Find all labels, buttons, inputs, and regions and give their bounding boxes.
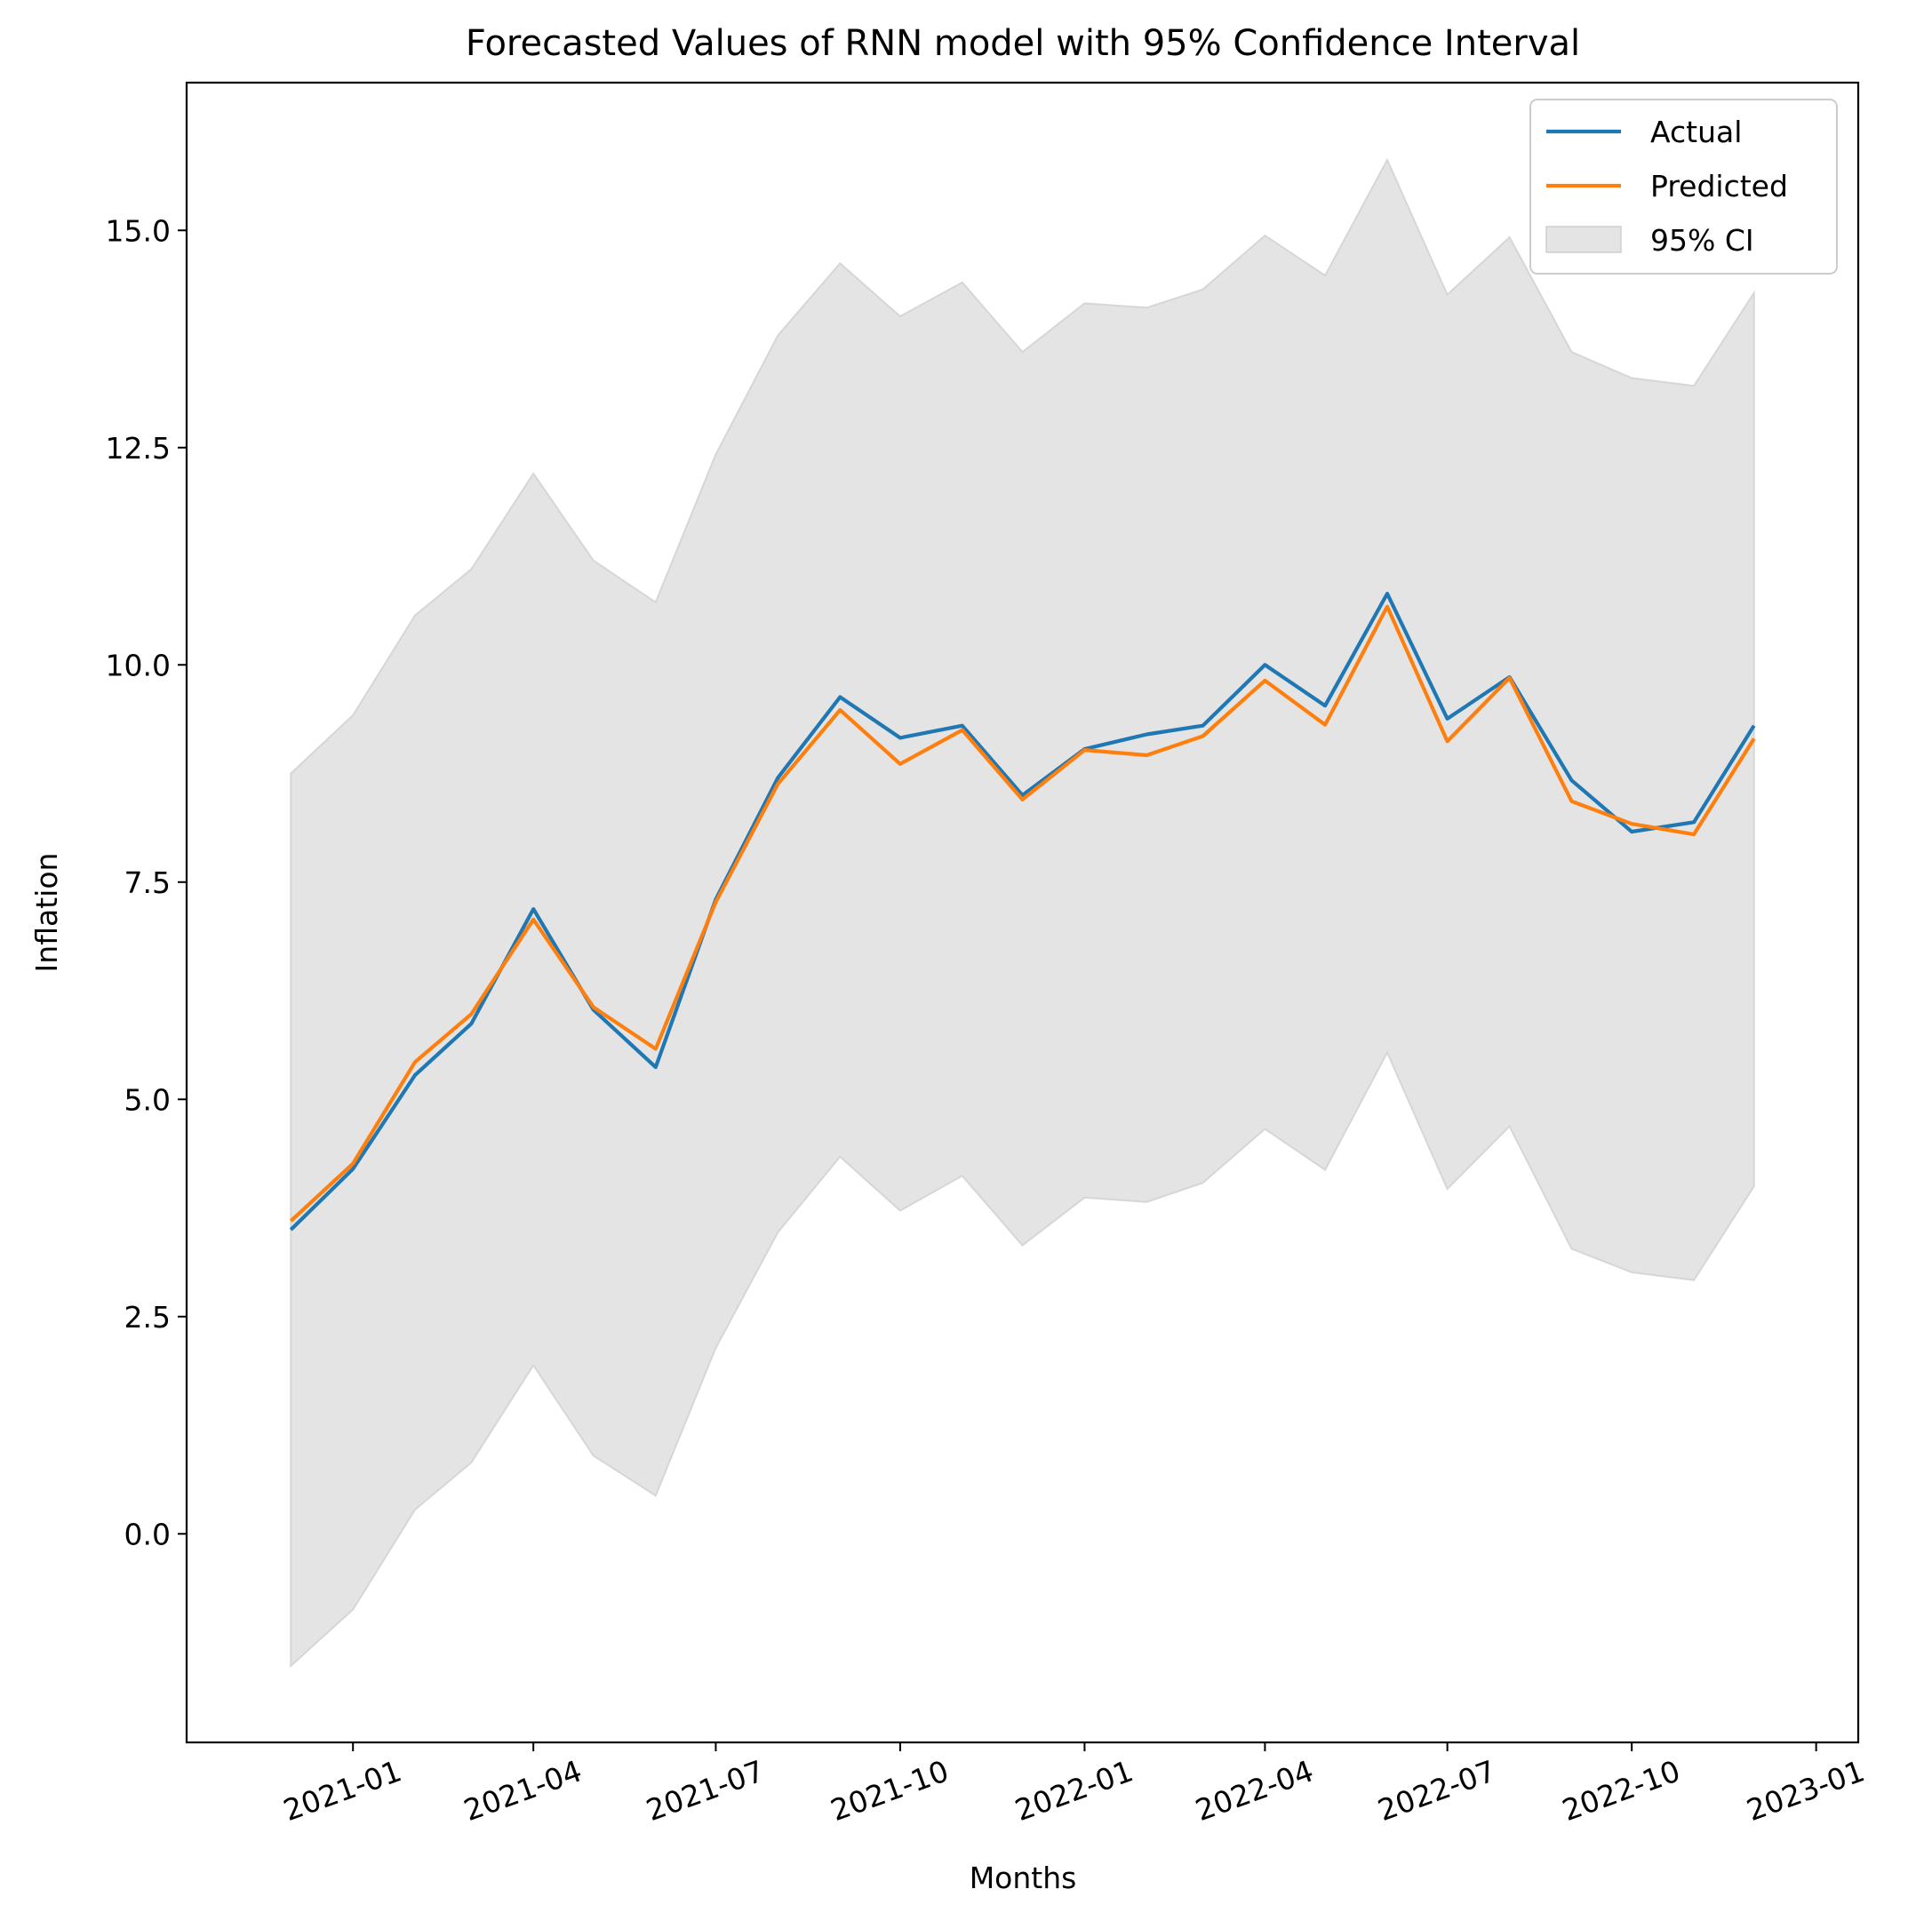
y-axis-label: Inflation xyxy=(29,853,64,973)
y-tick-label: 7.5 xyxy=(124,865,171,900)
legend-ci-swatch xyxy=(1545,226,1622,253)
axes-frame xyxy=(185,81,1860,1744)
y-tick-label: 2.5 xyxy=(124,1300,171,1335)
legend: Actual Predicted 95% CI xyxy=(1529,99,1838,275)
series-line-predicted xyxy=(289,604,1756,1223)
plot-area xyxy=(289,157,1756,1669)
y-tick-label: 12.5 xyxy=(106,431,171,466)
legend-predicted-label: Predicted xyxy=(1650,169,1788,203)
y-tick-label: 10.0 xyxy=(106,648,171,682)
y-tick-label: 15.0 xyxy=(106,213,171,248)
y-tick-label: 0.0 xyxy=(124,1517,171,1551)
legend-ci-label: 95% CI xyxy=(1650,223,1754,258)
y-axis-ticks: 0.0 2.5 5.0 7.5 10.0 12.5 15.0 xyxy=(106,213,187,1551)
x-axis-label: Months xyxy=(970,1861,1077,1895)
chart-title: Forecasted Values of RNN model with 95% … xyxy=(466,23,1580,64)
ci-band xyxy=(290,157,1755,1669)
y-tick-label: 5.0 xyxy=(124,1082,171,1117)
legend-actual-label: Actual xyxy=(1650,115,1742,149)
